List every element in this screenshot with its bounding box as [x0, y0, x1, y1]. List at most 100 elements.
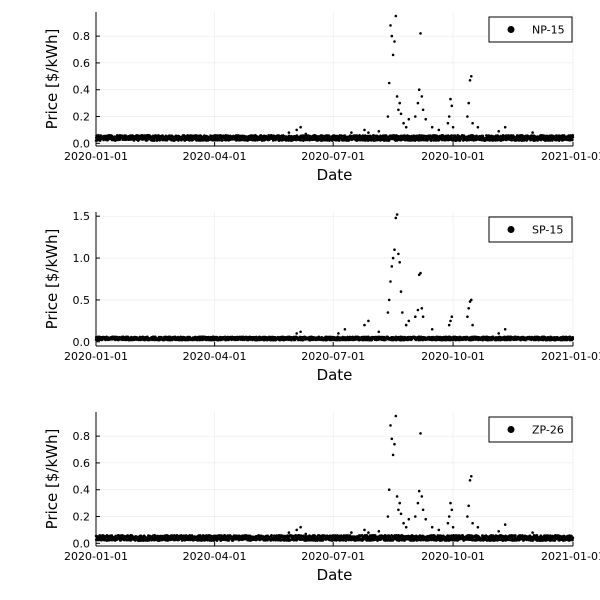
data-point: [337, 332, 340, 335]
baseline-point: [153, 139, 156, 142]
baseline-point: [519, 338, 522, 342]
x-tick-label: 2021-01-01: [541, 550, 600, 563]
baseline-point: [158, 539, 161, 542]
data-point: [397, 252, 400, 256]
baseline-point: [571, 138, 574, 142]
y-axis-title: Price [$/kWh]: [43, 29, 61, 130]
y-tick-label: 0.6: [73, 457, 91, 470]
data-point: [394, 14, 398, 18]
data-point: [393, 248, 396, 251]
x-tick-label: 2020-01-01: [64, 150, 128, 163]
data-point: [446, 121, 450, 125]
data-points: [94, 213, 575, 342]
data-points: [94, 414, 575, 542]
baseline-point: [118, 137, 122, 141]
y-tick-label: 0.0: [73, 336, 91, 349]
data-point: [531, 131, 534, 134]
y-tick-label: 0.0: [73, 537, 91, 550]
data-point: [387, 298, 391, 302]
data-point: [367, 131, 370, 134]
data-point: [421, 108, 425, 112]
data-point: [397, 108, 400, 112]
data-point: [471, 121, 474, 125]
chart-panel-zp26: 2020-01-01 2020-04-01 2020-07-01 2020-10-01…: [43, 412, 600, 584]
data-point: [387, 81, 391, 85]
baseline-point: [385, 134, 388, 137]
x-tick-label: 2020-04-01: [183, 350, 247, 363]
data-point: [399, 112, 403, 116]
legend-box: [488, 16, 573, 43]
data-point: [389, 24, 392, 27]
grid: [95, 412, 574, 546]
data-point: [467, 307, 471, 310]
data-point: [476, 125, 480, 129]
data-point: [447, 115, 451, 118]
y-tick-label: 0.2: [73, 111, 91, 124]
data-point: [420, 307, 424, 310]
x-tick-label: 2021-01-01: [541, 350, 600, 363]
data-points: [94, 14, 575, 142]
data-point: [390, 34, 394, 38]
x-tick-label: 2020-04-01: [183, 150, 247, 163]
baseline-point: [526, 138, 529, 141]
x-axis-title: Date: [317, 166, 353, 184]
legend-box: [488, 216, 573, 243]
data-point: [389, 280, 392, 283]
x-tick-label: 2020-10-01: [421, 550, 485, 563]
data-point: [470, 75, 473, 78]
data-point: [386, 311, 390, 314]
data-point: [419, 271, 422, 275]
data-point: [407, 117, 411, 121]
legend-label: NP-15: [532, 24, 565, 37]
data-point: [497, 332, 501, 335]
data-point: [299, 125, 302, 129]
x-axis-title: Date: [317, 366, 353, 384]
data-point: [398, 101, 402, 105]
baseline-point: [363, 134, 367, 137]
y-tick-label: 0.4: [73, 484, 91, 497]
data-point: [419, 32, 422, 35]
y-axis-title: Price [$/kWh]: [43, 229, 61, 330]
legend-marker: [507, 226, 515, 233]
data-point: [430, 328, 434, 331]
data-point: [466, 315, 469, 318]
data-point: [407, 319, 411, 323]
baseline-point: [571, 135, 575, 139]
data-point: [417, 88, 421, 91]
x-tick-label: 2020-07-01: [301, 550, 365, 563]
data-point: [416, 308, 420, 312]
data-point: [394, 216, 398, 220]
data-point: [386, 115, 390, 118]
data-point: [497, 130, 501, 133]
data-point: [503, 125, 507, 129]
data-point: [420, 95, 424, 98]
baseline-point: [450, 134, 453, 137]
data-point: [398, 261, 402, 264]
data-point: [450, 104, 454, 108]
data-point: [390, 265, 394, 268]
y-tick-label: 0.6: [73, 57, 91, 70]
grid: [95, 212, 574, 346]
y-tick-label: 0.0: [73, 137, 91, 150]
legend: NP-15: [488, 16, 573, 43]
data-point: [287, 131, 291, 134]
baseline-point: [571, 337, 575, 341]
baseline-point: [221, 139, 224, 142]
data-point: [404, 125, 408, 129]
x-tick-label: 2020-07-01: [301, 150, 365, 163]
y-tick-label: 1.5: [73, 210, 91, 223]
data-point: [466, 115, 469, 118]
x-tick-label: 2020-07-01: [301, 350, 365, 363]
data-point: [450, 315, 454, 318]
data-point: [416, 101, 420, 105]
data-point: [402, 121, 405, 125]
data-point: [295, 128, 299, 132]
baseline-point: [430, 139, 433, 142]
baseline-point: [150, 539, 153, 542]
baseline-point: [124, 134, 128, 137]
x-tick-label: 2020-10-01: [421, 350, 485, 363]
x-tick-label: 2020-01-01: [64, 550, 128, 563]
y-tick-label: 1.0: [73, 252, 91, 265]
data-point: [449, 319, 452, 323]
chart-panel-sp15: 2020-01-01 2020-04-01 2020-07-01 2020-10-01…: [43, 210, 600, 384]
